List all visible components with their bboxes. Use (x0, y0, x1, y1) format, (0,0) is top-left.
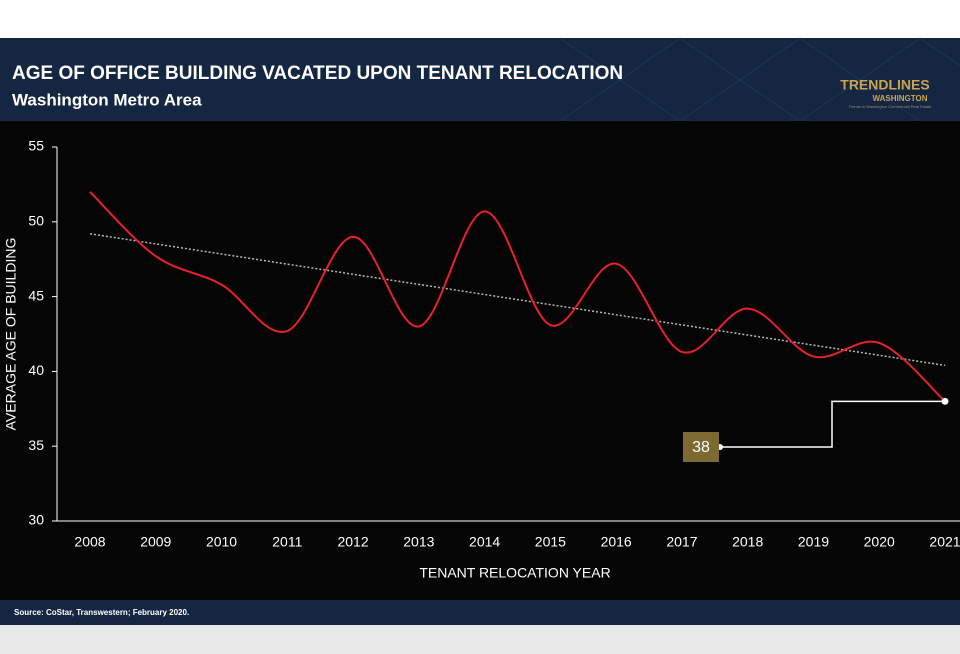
x-tick-label: 2010 (206, 534, 237, 550)
x-tick-label: 2014 (469, 534, 500, 550)
y-tick-label: 55 (28, 138, 44, 154)
bottom-margin (0, 625, 960, 654)
data-point (941, 397, 949, 405)
top-margin (0, 0, 960, 38)
header-band (0, 38, 960, 121)
y-tick-label: 50 (28, 213, 44, 229)
callout-box (683, 432, 719, 462)
x-tick-label: 2011 (272, 534, 302, 550)
y-tick-label: 35 (28, 437, 44, 453)
logo-tagline: Trends in Washington Commercial Real Est… (849, 104, 933, 109)
x-tick-label: 2012 (337, 534, 368, 550)
y-tick-label: 30 (28, 512, 44, 528)
x-tick-label: 2017 (666, 534, 697, 550)
x-tick-label: 2008 (74, 534, 105, 550)
data-line (89, 191, 946, 403)
x-tick-label: 2009 (140, 534, 171, 550)
x-tick-label: 2019 (798, 534, 829, 550)
callout-label: 38 (692, 439, 710, 456)
header-pattern (559, 37, 960, 122)
footer-band (0, 600, 960, 625)
x-tick-label: 2018 (732, 534, 763, 550)
x-tick-label: 2015 (535, 534, 566, 550)
chart-area (0, 121, 960, 600)
x-axis-label: TENANT RELOCATION YEAR (419, 565, 610, 581)
callout-connector (720, 400, 945, 448)
trend-line (89, 233, 946, 367)
logo-name: TRENDLINES (840, 77, 929, 93)
logo-sub: WASHINGTON (873, 94, 928, 103)
y-tick-label: 40 (28, 362, 44, 378)
chart-title: AGE OF OFFICE BUILDING VACATED UPON TENA… (12, 63, 623, 84)
y-axis-label: AVERAGE AGE OF BUILDING (3, 238, 19, 431)
x-tick-label: 2016 (601, 534, 632, 550)
source-note: Source: CoStar, Transwestern; February 2… (14, 608, 189, 617)
x-tick-label: 2021 (929, 534, 960, 550)
x-tick-label: 2020 (864, 534, 895, 550)
chart-subtitle: Washington Metro Area (12, 90, 202, 109)
y-tick-label: 45 (28, 287, 44, 303)
x-tick-label: 2013 (403, 534, 434, 550)
